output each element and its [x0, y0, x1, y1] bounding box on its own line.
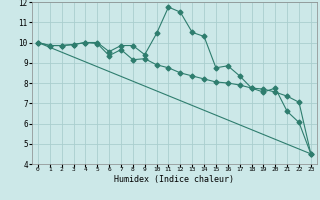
X-axis label: Humidex (Indice chaleur): Humidex (Indice chaleur)	[115, 175, 234, 184]
